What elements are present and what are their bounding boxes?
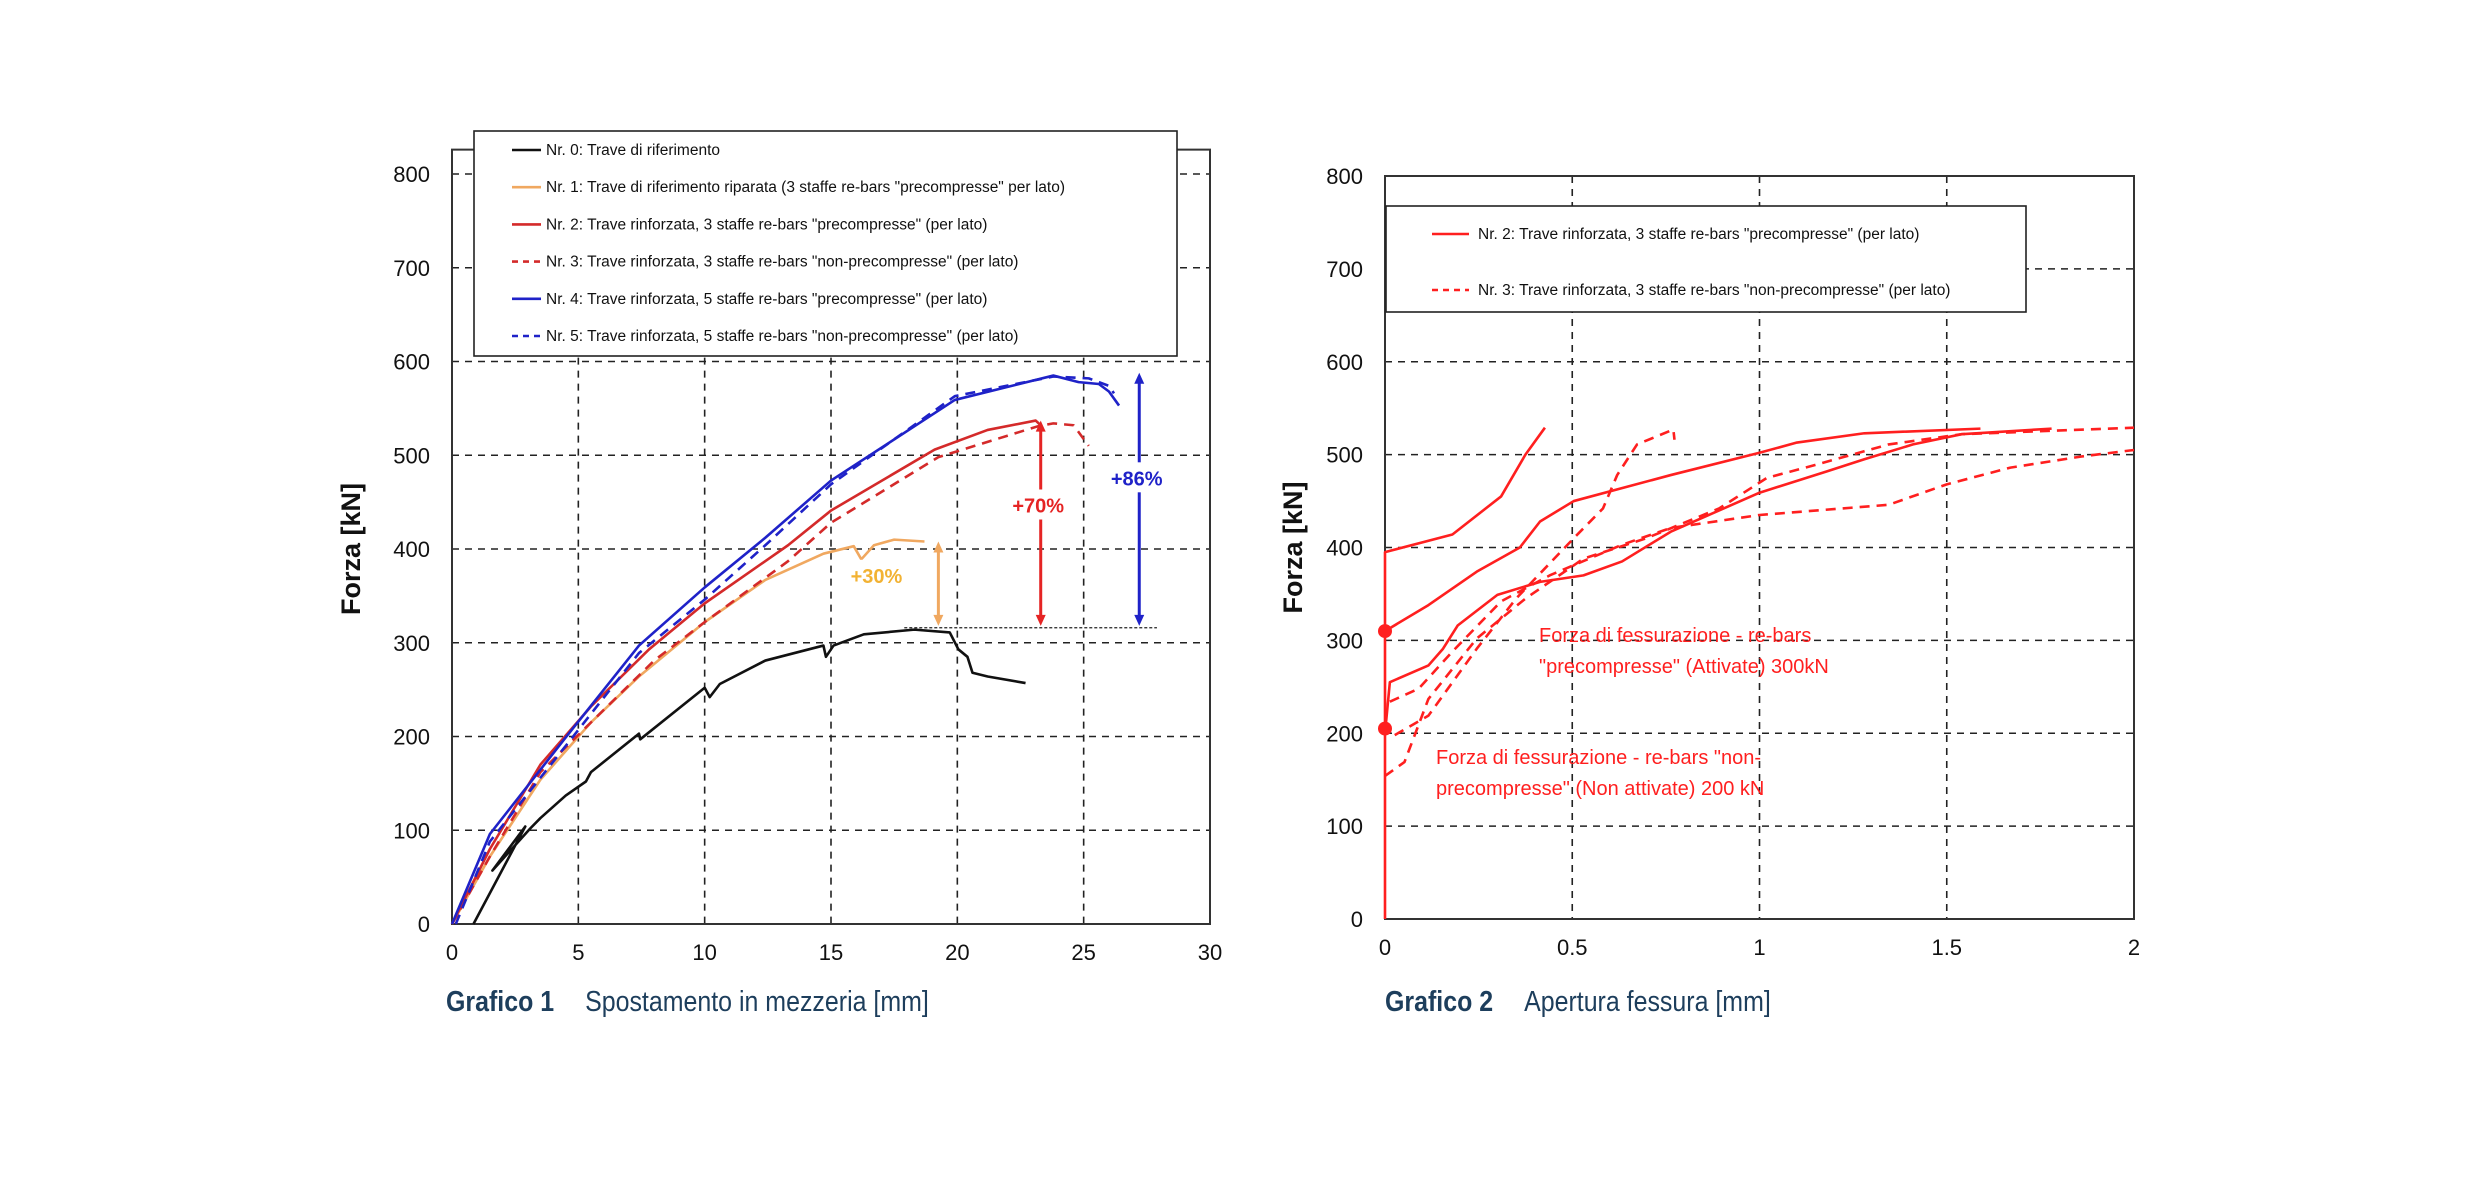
legend-entry: Nr. 2: Trave rinforzata, 3 staffe re-bar… <box>546 216 987 233</box>
series-line-3 <box>450 422 1090 925</box>
legend: Nr. 2: Trave rinforzata, 3 staffe re-bar… <box>1385 205 2027 313</box>
caption-label: Grafico 2 <box>1385 986 1494 1018</box>
legend-box <box>473 130 1178 357</box>
cracking-point-marker <box>1378 721 1392 736</box>
y-tick-label: 400 <box>393 537 430 562</box>
arrow-head-down <box>933 614 944 626</box>
series-line-0 <box>472 628 1026 925</box>
series-line-0-curve-1 <box>1384 427 1981 633</box>
y-tick-label: 0 <box>1351 907 1363 932</box>
y-tick-label: 700 <box>393 256 430 281</box>
annotation-background <box>1104 462 1169 493</box>
cracking-force-note: "precompresse" (Attivate) 300kN <box>1539 656 1829 678</box>
legend-entry: Nr. 5: Trave rinforzata, 5 staffe re-bar… <box>546 328 1018 345</box>
y-tick-label: 500 <box>1326 443 1363 468</box>
annotation-label: +70% <box>1012 496 1064 518</box>
x-tick-label: 20 <box>945 940 969 965</box>
x-tick-label: 25 <box>1071 940 1095 965</box>
legend-box <box>1385 205 2027 313</box>
arrow-head-up <box>1134 372 1145 384</box>
y-tick-label: 600 <box>393 350 430 375</box>
y-tick-label: 500 <box>393 443 430 468</box>
series-line-4 <box>450 374 1121 925</box>
cracking-force-note: precompresse" (Non attivate) 200 kN <box>1436 778 1764 800</box>
x-tick-label: 10 <box>692 940 716 965</box>
x-tick-label: 1.5 <box>1931 935 1962 960</box>
x-tick-label: 0.5 <box>1557 935 1588 960</box>
y-axis-label: Forza [kN] <box>336 483 366 615</box>
y-tick-label: 200 <box>1326 721 1363 746</box>
cracking-point-marker <box>1378 624 1392 639</box>
chart-2: 0 0.5 1 1.5 2 0 100 200 300 400 500 600 700 800 Forza … <box>1278 164 2140 960</box>
series-line-0-curve-0 <box>1383 426 1546 919</box>
series-line-5 <box>454 375 1116 925</box>
legend-entry: Nr. 4: Trave rinforzata, 5 staffe re-bar… <box>546 291 987 308</box>
caption-label: Grafico 1 <box>446 986 555 1018</box>
legend-entry: Nr. 3: Trave rinforzata, 3 staffe re-bar… <box>546 254 1018 271</box>
legend-entry: Nr. 2: Trave rinforzata, 3 staffe re-bar… <box>1478 226 1919 243</box>
cracking-force-note: Forza di fessurazione - re-bars "non- <box>1436 747 1761 769</box>
legend-entry: Nr. 1: Trave di riferimento riparata (3 … <box>546 179 1065 196</box>
y-tick-label: 100 <box>1326 814 1363 839</box>
arrow-head-down <box>1134 614 1145 626</box>
cracking-force-note: Forza di fessurazione - re-bars <box>1539 625 1811 647</box>
arrow-head-up <box>933 541 944 553</box>
legend: Nr. 0: Trave di riferimento Nr. 1: Trave … <box>473 130 1178 357</box>
y-tick-label: 100 <box>393 818 430 843</box>
x-tick-label: 30 <box>1198 940 1222 965</box>
y-tick-label: 300 <box>393 631 430 656</box>
y-tick-label: 700 <box>1326 257 1363 282</box>
y-tick-label: 800 <box>1326 164 1363 189</box>
y-tick-label: 0 <box>418 912 430 937</box>
x-axis-label: Apertura fessura [mm] <box>1524 986 1771 1018</box>
caption-grafico-2: Grafico 2 Apertura fessura [mm] <box>1385 986 1771 1019</box>
caption-grafico-1: Grafico 1 Spostamento in mezzeria [mm] <box>446 986 929 1019</box>
annotation-background <box>1006 489 1071 520</box>
x-tick-label: 0 <box>1379 935 1391 960</box>
y-tick-label: 600 <box>1326 350 1363 375</box>
x-tick-label: 0 <box>446 940 458 965</box>
y-tick-label: 200 <box>393 725 430 750</box>
series-line-1-curve-0 <box>1394 428 1676 737</box>
arrow-head-up <box>1035 420 1046 432</box>
chart-1: 0 5 10 15 20 25 300100200300400500600700800For… <box>336 130 1222 965</box>
y-tick-label: 400 <box>1326 536 1363 561</box>
legend-entry: Nr. 3: Trave rinforzata, 3 staffe re-bar… <box>1478 282 1950 299</box>
series-line-0-curve-2 <box>1383 427 2052 734</box>
x-tick-label: 5 <box>572 940 584 965</box>
arrow-head-down <box>1035 614 1046 626</box>
annotation-label: +86% <box>1111 468 1163 490</box>
x-axis-label: Spostamento in mezzeria [mm] <box>585 986 929 1018</box>
annotation-background <box>844 559 909 590</box>
x-tick-label: 2 <box>2128 935 2140 960</box>
y-axis-label: Forza [kN] <box>1278 481 1308 613</box>
y-tick-label: 800 <box>393 162 430 187</box>
legend-entry: Nr. 0: Trave di riferimento <box>546 142 720 159</box>
plot-frame <box>1384 175 2135 920</box>
annotation-label: +30% <box>851 566 903 588</box>
series-line-1-curve-1 <box>1384 426 2135 778</box>
series-line-2 <box>450 419 1042 925</box>
x-tick-label: 1 <box>1753 935 1765 960</box>
series-line-1-curve-2 <box>1389 448 2135 703</box>
x-tick-label: 15 <box>819 940 843 965</box>
y-tick-label: 300 <box>1326 628 1363 653</box>
series-line-1 <box>450 538 925 925</box>
